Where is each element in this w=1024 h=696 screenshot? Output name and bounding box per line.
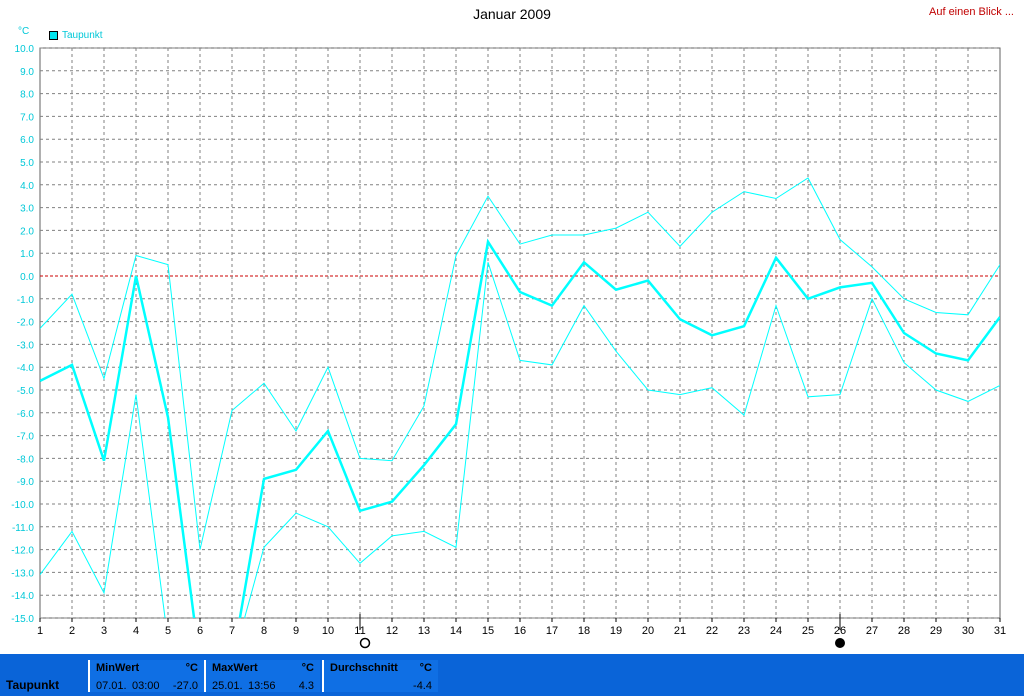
- min-header: MinWert: [96, 662, 140, 674]
- max-time: 13:56: [248, 680, 276, 692]
- x-tick-label: 18: [578, 625, 590, 637]
- y-tick-label: -14.0: [11, 591, 34, 602]
- series-line-min: [40, 262, 1000, 618]
- y-tick-label: 8.0: [20, 90, 34, 101]
- y-tick-label: -5.0: [17, 386, 35, 397]
- x-tick-label: 29: [930, 625, 942, 637]
- y-tick-label: 7.0: [20, 112, 34, 123]
- min-time: 03:00: [132, 680, 160, 692]
- legend: Taupunkt: [49, 30, 103, 41]
- y-tick-label: -4.0: [17, 363, 35, 374]
- y-tick-label: -13.0: [11, 568, 34, 579]
- x-tick-label: 14: [450, 625, 462, 637]
- min-date: 07.01.: [96, 680, 127, 692]
- avg-value: -4.4: [413, 680, 432, 692]
- x-tick-label: 7: [229, 625, 235, 637]
- max-unit: °C: [301, 662, 314, 674]
- y-tick-label: 9.0: [20, 67, 34, 78]
- y-tick-label: -3.0: [17, 340, 35, 351]
- y-tick-label: 6.0: [20, 135, 34, 146]
- y-tick-label: -15.0: [11, 614, 34, 625]
- x-tick-label: 2: [69, 625, 75, 637]
- legend-label: Taupunkt: [62, 30, 103, 41]
- x-tick-label: 4: [133, 625, 139, 637]
- x-tick-label: 27: [866, 625, 878, 637]
- max-header: MaxWert: [212, 662, 258, 674]
- max-value: 4.3: [298, 680, 314, 692]
- x-tick-label: 17: [546, 625, 558, 637]
- x-tick-label: 26: [834, 625, 846, 637]
- dewpoint-chart: 10.0 9.0 8.0 7.0 6.0 5.0 4.0 3.0 2.0 1.0 0.0 -1.0 -2…: [11, 44, 1006, 649]
- x-tick-label: 19: [610, 625, 622, 637]
- avg-header: Durchschnitt: [330, 662, 398, 674]
- x-tick-label: 21: [674, 625, 686, 637]
- x-tick-label: 25: [802, 625, 814, 637]
- y-tick-label: 1.0: [20, 249, 34, 260]
- chart-title: Januar 2009: [473, 6, 551, 22]
- y-tick-label: -2.0: [17, 318, 35, 329]
- x-tick-label: 11: [354, 625, 365, 637]
- y-tick-label: 2.0: [20, 226, 34, 237]
- x-tick-label: 3: [101, 625, 107, 637]
- y-tick-label: 4.0: [20, 181, 34, 192]
- x-tick-label: 16: [514, 625, 526, 637]
- x-tick-label: 12: [386, 625, 398, 637]
- y-tick-label: -10.0: [11, 500, 34, 511]
- y-tick-label: -7.0: [17, 432, 35, 443]
- full-moon-icon: [835, 638, 845, 648]
- max-date: 25.01.: [212, 680, 243, 692]
- y-axis-unit: °C: [18, 26, 30, 37]
- x-tick-label: 24: [770, 625, 782, 637]
- x-tick-label: 8: [261, 625, 267, 637]
- series-line-mean: [40, 238, 1000, 618]
- x-tick-label: 28: [898, 625, 910, 637]
- y-tick-label: -12.0: [11, 546, 34, 557]
- min-value-panel: MinWert °C 07.01. 03:00 -27.0: [88, 660, 204, 692]
- overview-link[interactable]: Auf einen Blick ...: [929, 6, 1014, 18]
- series-line-max: [40, 177, 1000, 550]
- x-tick-label: 20: [642, 625, 654, 637]
- x-tick-label: 10: [322, 625, 334, 637]
- x-tick-label: 30: [962, 625, 974, 637]
- min-value: -27.0: [172, 680, 198, 692]
- y-tick-label: -11.0: [12, 523, 34, 534]
- x-tick-label: 1: [37, 625, 43, 637]
- x-tick-label: 22: [706, 625, 718, 637]
- y-tick-label: -9.0: [17, 477, 35, 488]
- y-tick-label: -8.0: [17, 454, 35, 465]
- max-value-panel: MaxWert °C 25.01. 13:56 4.3: [204, 660, 320, 692]
- min-unit: °C: [185, 662, 198, 674]
- y-tick-label: 3.0: [20, 204, 34, 215]
- stats-footer: Taupunkt MinWert °C 07.01. 03:00 -27.0 M…: [0, 654, 1024, 696]
- average-panel: Durchschnitt °C -4.4: [322, 660, 438, 692]
- x-tick-label: 13: [418, 625, 430, 637]
- x-tick-label: 5: [165, 625, 171, 637]
- y-tick-label: 10.0: [15, 44, 35, 55]
- y-tick-label: 5.0: [20, 158, 34, 169]
- x-tick-label: 15: [482, 625, 494, 637]
- footer-series-label: Taupunkt: [6, 678, 60, 692]
- avg-unit: °C: [419, 662, 432, 674]
- y-tick-label: -6.0: [17, 409, 35, 420]
- y-tick-label: -1.0: [17, 295, 35, 306]
- x-tick-label: 6: [197, 625, 203, 637]
- x-tick-label: 31: [994, 625, 1006, 637]
- x-tick-label: 23: [738, 625, 750, 637]
- x-tick-label: 9: [293, 625, 299, 637]
- legend-swatch: [49, 31, 58, 40]
- y-tick-label: 0.0: [20, 272, 34, 283]
- new-moon-icon: [359, 637, 371, 649]
